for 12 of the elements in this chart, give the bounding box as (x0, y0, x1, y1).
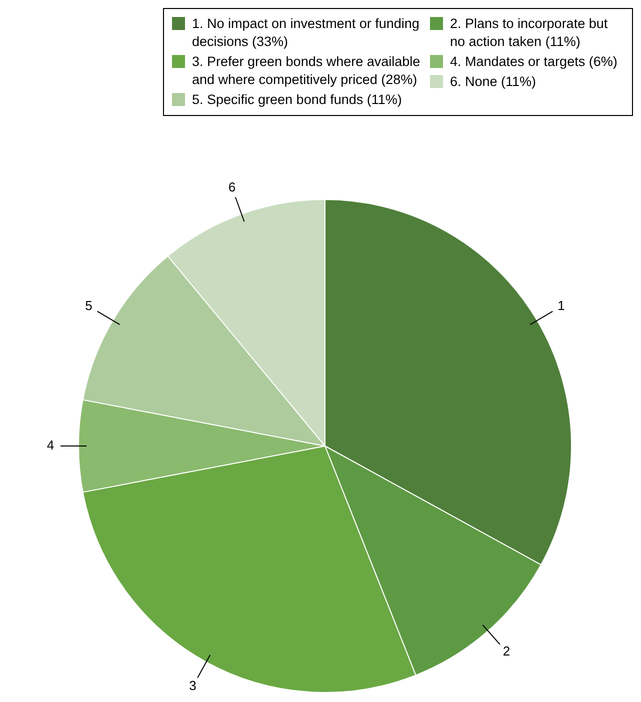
text: 6 (228, 179, 236, 194)
legend-label: 4. Mandates or targets (6%) (450, 53, 618, 71)
legend-label: 1. No impact on investment or funding decisions (33%) (192, 15, 420, 51)
legend-label: 3. Prefer green bonds where available and where competitively priced (28%) (192, 53, 422, 89)
legend-label: 6. None (11%) (450, 73, 536, 91)
legend-label: 5. Specific green bond funds (11%) (192, 91, 402, 109)
text: 2 (502, 643, 510, 658)
text: 5 (85, 298, 92, 313)
legend-label: 2. Plans to incorporate but no action taken (11%) (450, 15, 609, 51)
text: 1 (558, 298, 565, 313)
text: 4 (46, 438, 54, 453)
text: 3 (189, 678, 196, 694)
